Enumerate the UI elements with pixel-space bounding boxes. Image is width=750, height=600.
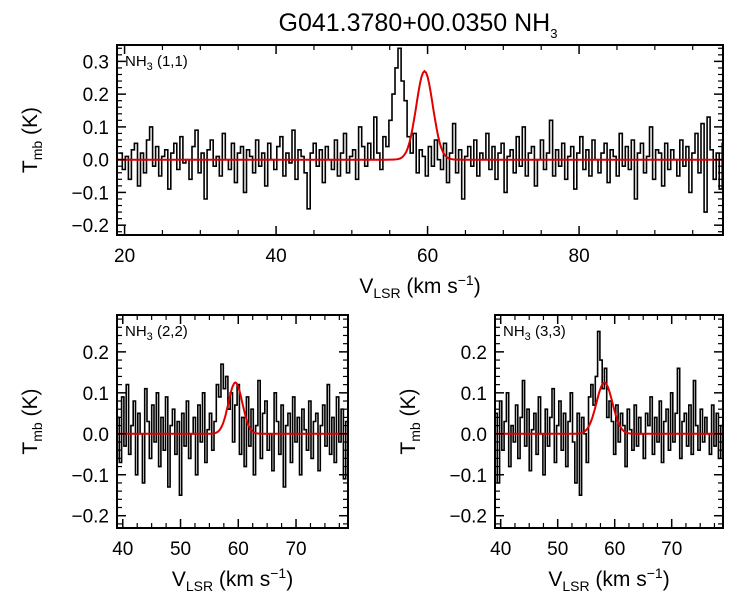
- x-tick-label: 70: [661, 539, 682, 560]
- y-axis-label-subscript: mb: [29, 422, 45, 442]
- y-tick-label: −0.2: [71, 216, 109, 237]
- y-axis-label-unit: (K): [19, 107, 42, 141]
- y-tick-label: −0.1: [449, 466, 487, 487]
- x-axis-label-unit: (km s: [213, 568, 270, 591]
- panel-bottom-left: 40 50 60 70 −0.2 −0.1 0.0 0.1 0.2 NH3 (2,2) VLSR (…: [19, 314, 349, 594]
- y-tick-label: 0.1: [461, 384, 487, 405]
- transition-label-suffix: (3,3): [531, 323, 566, 340]
- y-tick-label: −0.2: [449, 507, 487, 528]
- plot-frame: [116, 314, 349, 529]
- transition-label-subscript: 3: [147, 61, 153, 73]
- y-axis-label-unit: (K): [19, 388, 42, 422]
- y-tick-label: 0.2: [83, 85, 109, 106]
- x-axis-label: VLSR (km s−1): [548, 565, 669, 594]
- y-tick-label: −0.1: [71, 183, 109, 204]
- x-tick-label: 50: [547, 539, 568, 560]
- y-tick-label: 0.0: [461, 425, 487, 446]
- transition-label-main: NH: [125, 53, 147, 70]
- x-tick-label: 40: [490, 539, 511, 560]
- x-axis-label-main: V: [548, 568, 562, 591]
- y-axis-label-main: T: [19, 442, 42, 455]
- x-tick-label: 50: [170, 539, 191, 560]
- y-axis-label: Tmb (K): [19, 388, 45, 454]
- y-axis-label-main: T: [19, 160, 42, 173]
- x-axis-label-unit: (km s: [590, 568, 647, 591]
- y-tick-label: 0.3: [83, 52, 109, 73]
- transition-label-suffix: (2,2): [153, 323, 188, 340]
- gaussian-fit-line: [495, 381, 723, 435]
- y-tick-label: 0.1: [83, 384, 109, 405]
- transition-label: NH3 (1,1): [125, 53, 188, 73]
- x-tick-label: 20: [114, 246, 135, 267]
- y-tick-label: −0.2: [71, 507, 109, 528]
- transition-label: NH3 (2,2): [125, 323, 188, 343]
- x-tick-label: 40: [112, 539, 133, 560]
- x-axis-label: VLSR (km s−1): [359, 272, 480, 301]
- y-tick-label: 0.0: [83, 151, 109, 172]
- x-axis-label-close: ): [663, 568, 670, 591]
- spectrum-line: [495, 330, 723, 496]
- x-axis-label-main: V: [359, 275, 373, 298]
- figure-title: G041.3780+00.0350 NH3: [279, 9, 558, 41]
- x-axis-label-subscript: LSR: [186, 578, 213, 594]
- y-axis-label: Tmb (K): [397, 388, 423, 454]
- transition-label-main: NH: [125, 323, 147, 340]
- transition-label-main: NH: [503, 323, 525, 340]
- gaussian-fit-line: [117, 69, 723, 161]
- y-tick-label: 0.1: [83, 118, 109, 139]
- x-axis-label: VLSR (km s−1): [172, 565, 293, 594]
- figure-title-subscript: 3: [550, 26, 557, 41]
- x-tick-label: 60: [417, 246, 438, 267]
- y-axis-label-subscript: mb: [407, 422, 423, 442]
- x-axis-label-main: V: [172, 568, 186, 591]
- x-axis-label-superscript: −1: [647, 565, 663, 581]
- x-axis-label-close: ): [474, 275, 481, 298]
- spectrum-line: [117, 363, 348, 496]
- panels: 20 40 60 80−0.2−0.10.00.10.20.3 NH3 (1,1)VLS…: [19, 44, 724, 594]
- x-axis-label-subscript: LSR: [373, 285, 400, 301]
- y-axis-label-main: T: [397, 442, 420, 455]
- y-axis-label-subscript: mb: [29, 141, 45, 161]
- x-tick-label: 60: [604, 539, 625, 560]
- x-tick-label: 60: [228, 539, 249, 560]
- x-tick-label: 70: [285, 539, 306, 560]
- plot-frame: [494, 314, 724, 529]
- y-axis-label-unit: (K): [397, 388, 420, 422]
- x-axis-label-subscript: LSR: [562, 578, 589, 594]
- y-axis-label: Tmb (K): [19, 107, 45, 173]
- y-tick-label: −0.1: [71, 466, 109, 487]
- y-tick-label: 0.2: [461, 343, 487, 364]
- x-tick-label: 40: [266, 246, 287, 267]
- transition-label: NH3 (3,3): [503, 323, 566, 343]
- gaussian-fit-line: [117, 381, 348, 435]
- x-axis-label-superscript: −1: [458, 272, 474, 288]
- x-axis-label-unit: (km s: [401, 275, 458, 298]
- x-tick-label: 80: [569, 246, 590, 267]
- y-tick-label: 0.0: [83, 425, 109, 446]
- y-tick-label: 0.2: [83, 343, 109, 364]
- spectrum-line: [119, 47, 723, 213]
- x-axis-label-close: ): [286, 568, 293, 591]
- transition-label-suffix: (1,1): [153, 53, 188, 70]
- transition-label-subscript: 3: [525, 331, 531, 343]
- transition-label-subscript: 3: [147, 331, 153, 343]
- panel-bottom-right: 40 50 60 70 −0.2 −0.1 0.0 0.1 0.2 NH3 (3,3) VLSR (…: [397, 314, 724, 594]
- figure-title-main: G041.3780+00.0350 NH: [279, 9, 551, 37]
- panel-top: 20 40 60 80 −0.2 −0.1 0.0 0.1 0.2 0.3 NH3 (1,1) VLS…: [19, 44, 724, 301]
- x-axis-label-superscript: −1: [270, 565, 286, 581]
